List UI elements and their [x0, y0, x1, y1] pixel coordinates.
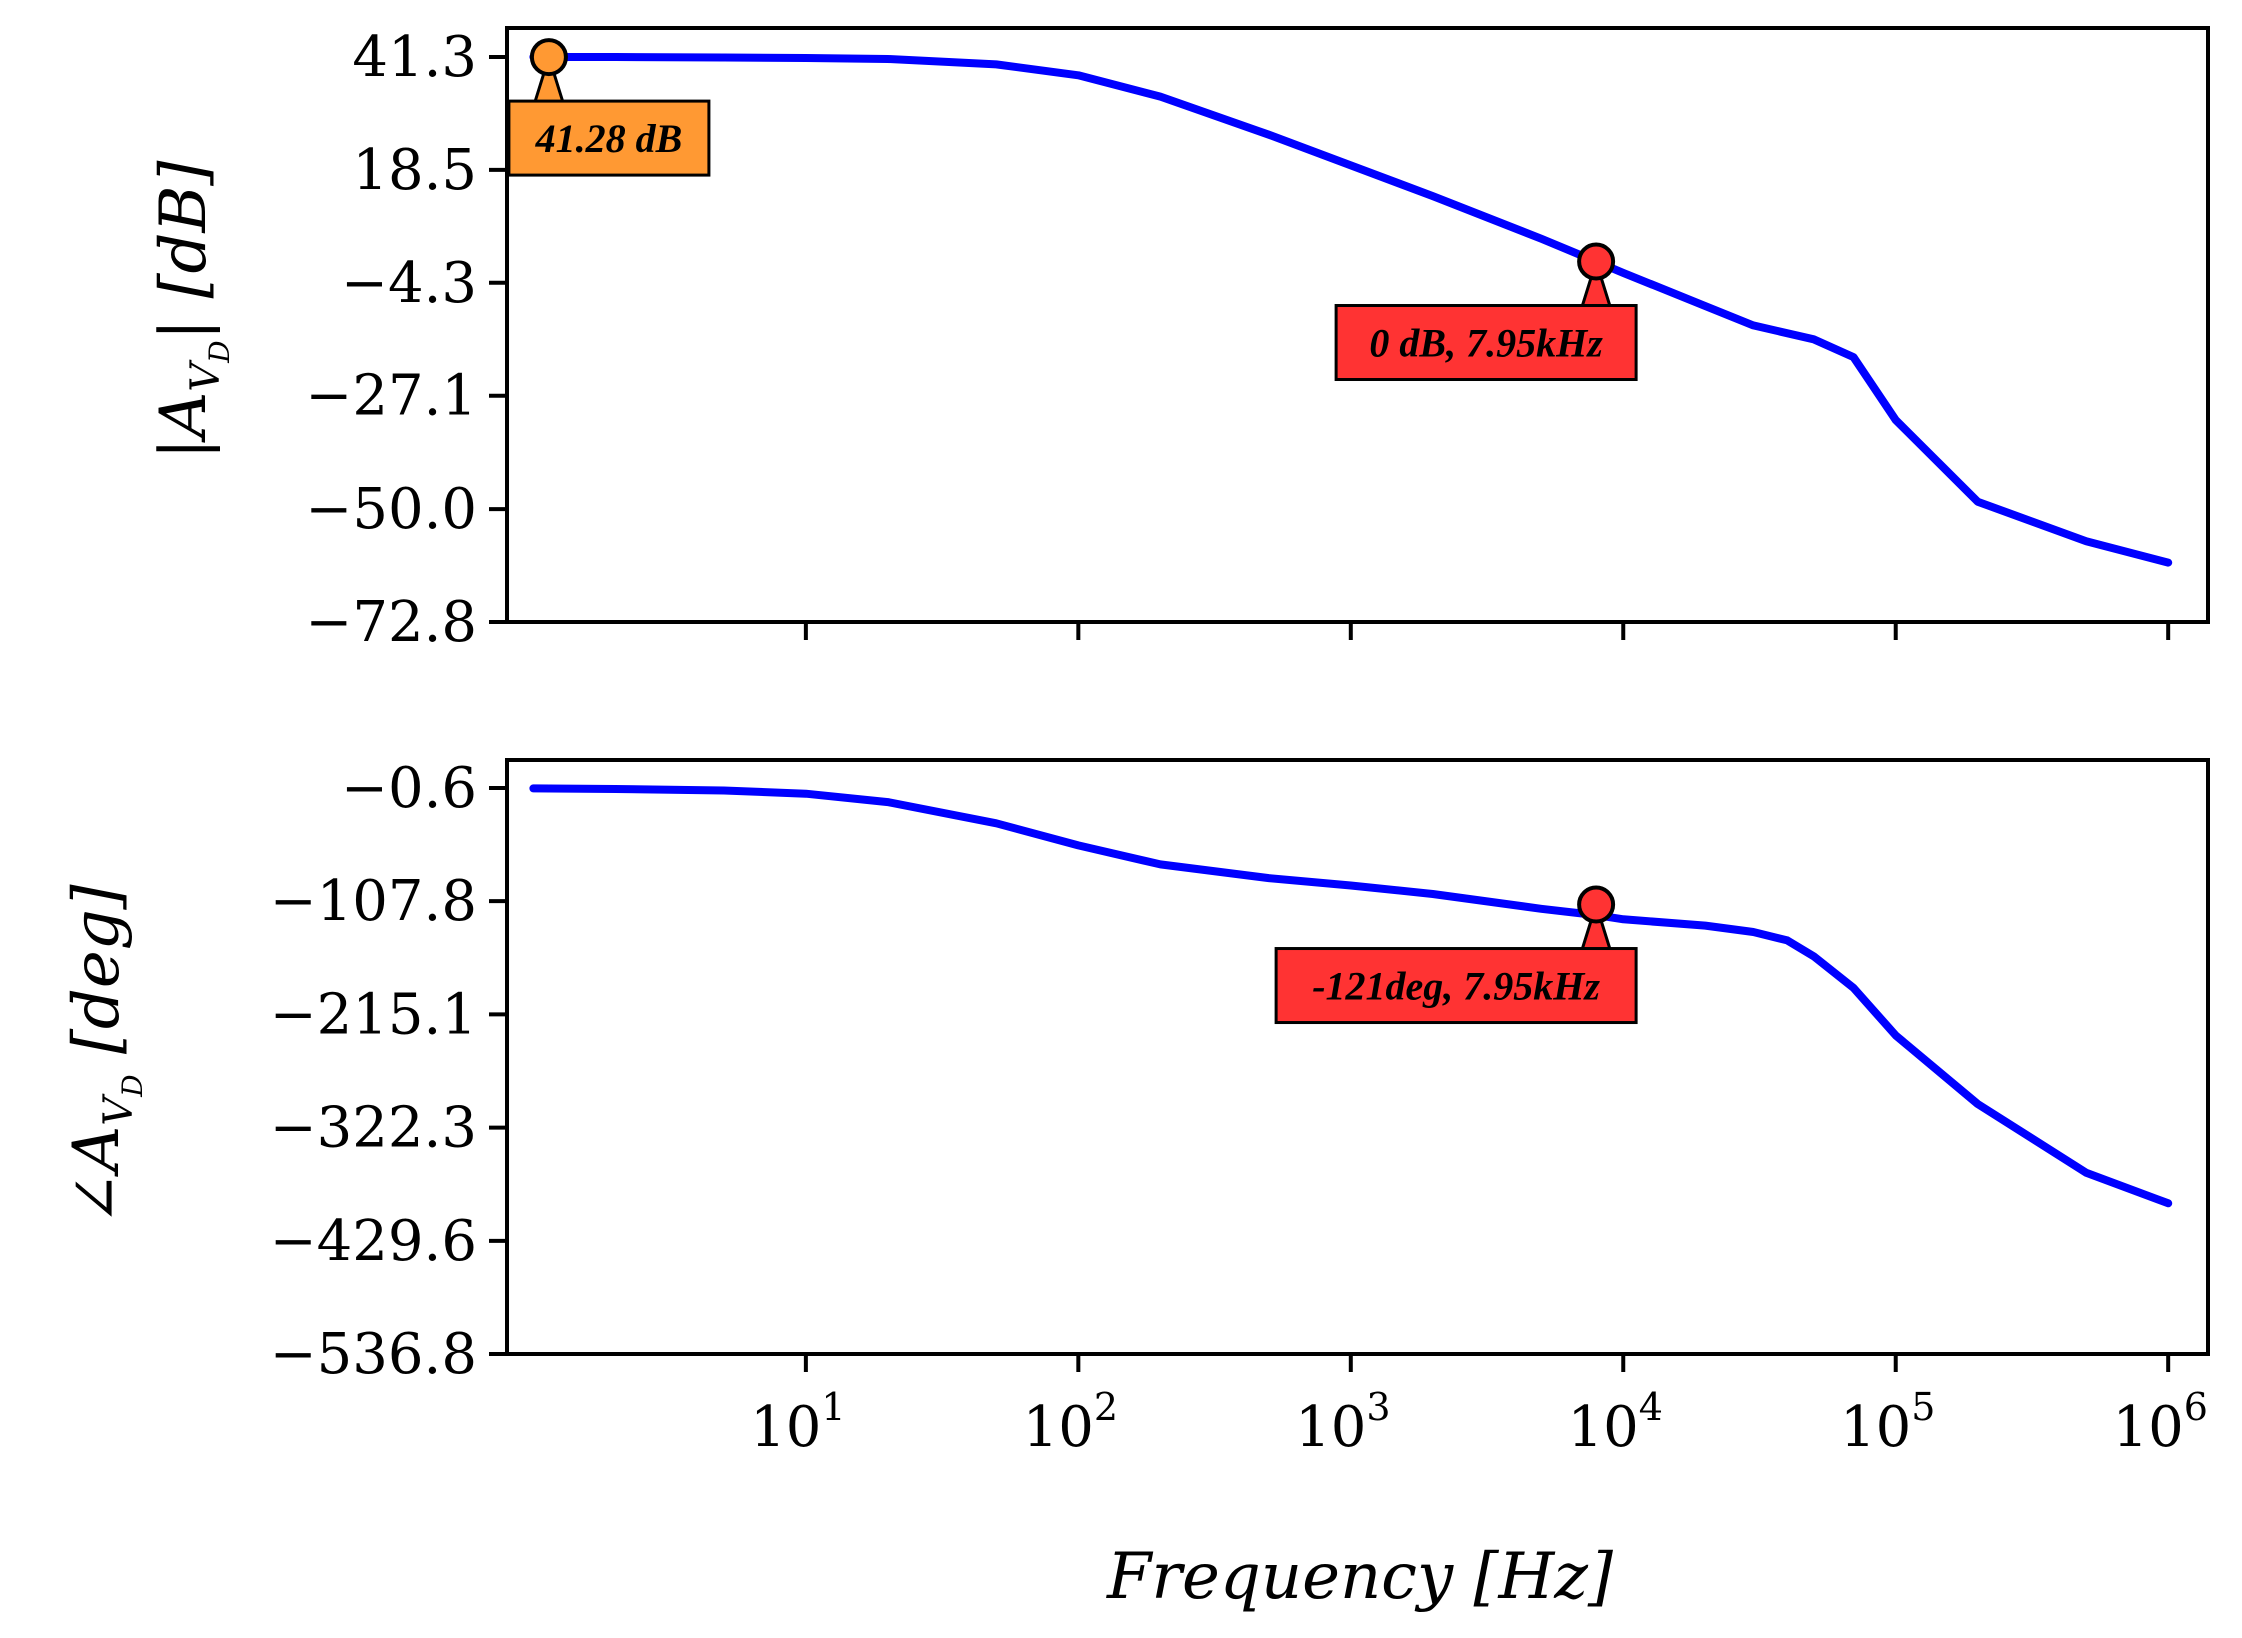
y-tick-label: −72.8 — [305, 590, 477, 655]
y-tick-label: −107.8 — [270, 869, 477, 934]
annotation-box — [1334, 304, 1638, 382]
y-tick-label: −215.1 — [270, 982, 477, 1047]
annotation-marker — [1577, 242, 1616, 281]
magnitude-ylabel: |AVD| [dB] — [147, 159, 236, 459]
x-axis-label: Frequency [Hz] — [1106, 1540, 1614, 1614]
y-tick-label: −27.1 — [305, 364, 477, 429]
x-tick-label: 101 — [750, 1385, 845, 1460]
y-tick-label: −536.8 — [270, 1322, 477, 1387]
x-tick-label: 102 — [1023, 1385, 1118, 1460]
annotation-label: -121deg, 7.95kHz — [1312, 964, 1600, 1009]
phase-ylabel: ∠AVD [deg] — [60, 883, 149, 1225]
plot-frame — [505, 758, 2210, 1356]
y-tick-label: −50.0 — [305, 477, 477, 542]
y-tick-label: −322.3 — [270, 1096, 477, 1161]
x-tick-label: 104 — [1568, 1385, 1663, 1460]
y-tick-label: −0.6 — [341, 756, 477, 821]
x-tick-label: 106 — [2112, 1385, 2207, 1460]
y-tick-label: −4.3 — [341, 251, 477, 316]
x-tick-label: 103 — [1295, 1385, 1390, 1460]
phase-panel: −0.6 −107.8 −215.1 −322.3 −429.6 −536.8 101 102… — [270, 756, 2210, 1460]
series-line-magnitude — [529, 53, 2173, 567]
annotation-box — [1274, 947, 1638, 1025]
x-tick-label: 105 — [1840, 1385, 1935, 1460]
y-tick-label: 41.3 — [352, 25, 477, 90]
plot-frame — [505, 26, 2210, 624]
y-tick-label: −429.6 — [270, 1209, 477, 1274]
annotation-label: 0 dB, 7.95kHz — [1369, 321, 1603, 366]
magnitude-panel: 41.3 18.5 −4.3 −27.1 −50.0 −72.8 41.28 dB 0 dB,… — [305, 25, 2210, 655]
series-line-phase — [529, 784, 2173, 1208]
annotation-marker — [1577, 885, 1616, 924]
y-tick-label: 18.5 — [352, 138, 477, 203]
annotation-box — [507, 99, 711, 177]
annotation-marker — [529, 38, 568, 77]
annotation-label: 41.28 dB — [535, 116, 683, 161]
